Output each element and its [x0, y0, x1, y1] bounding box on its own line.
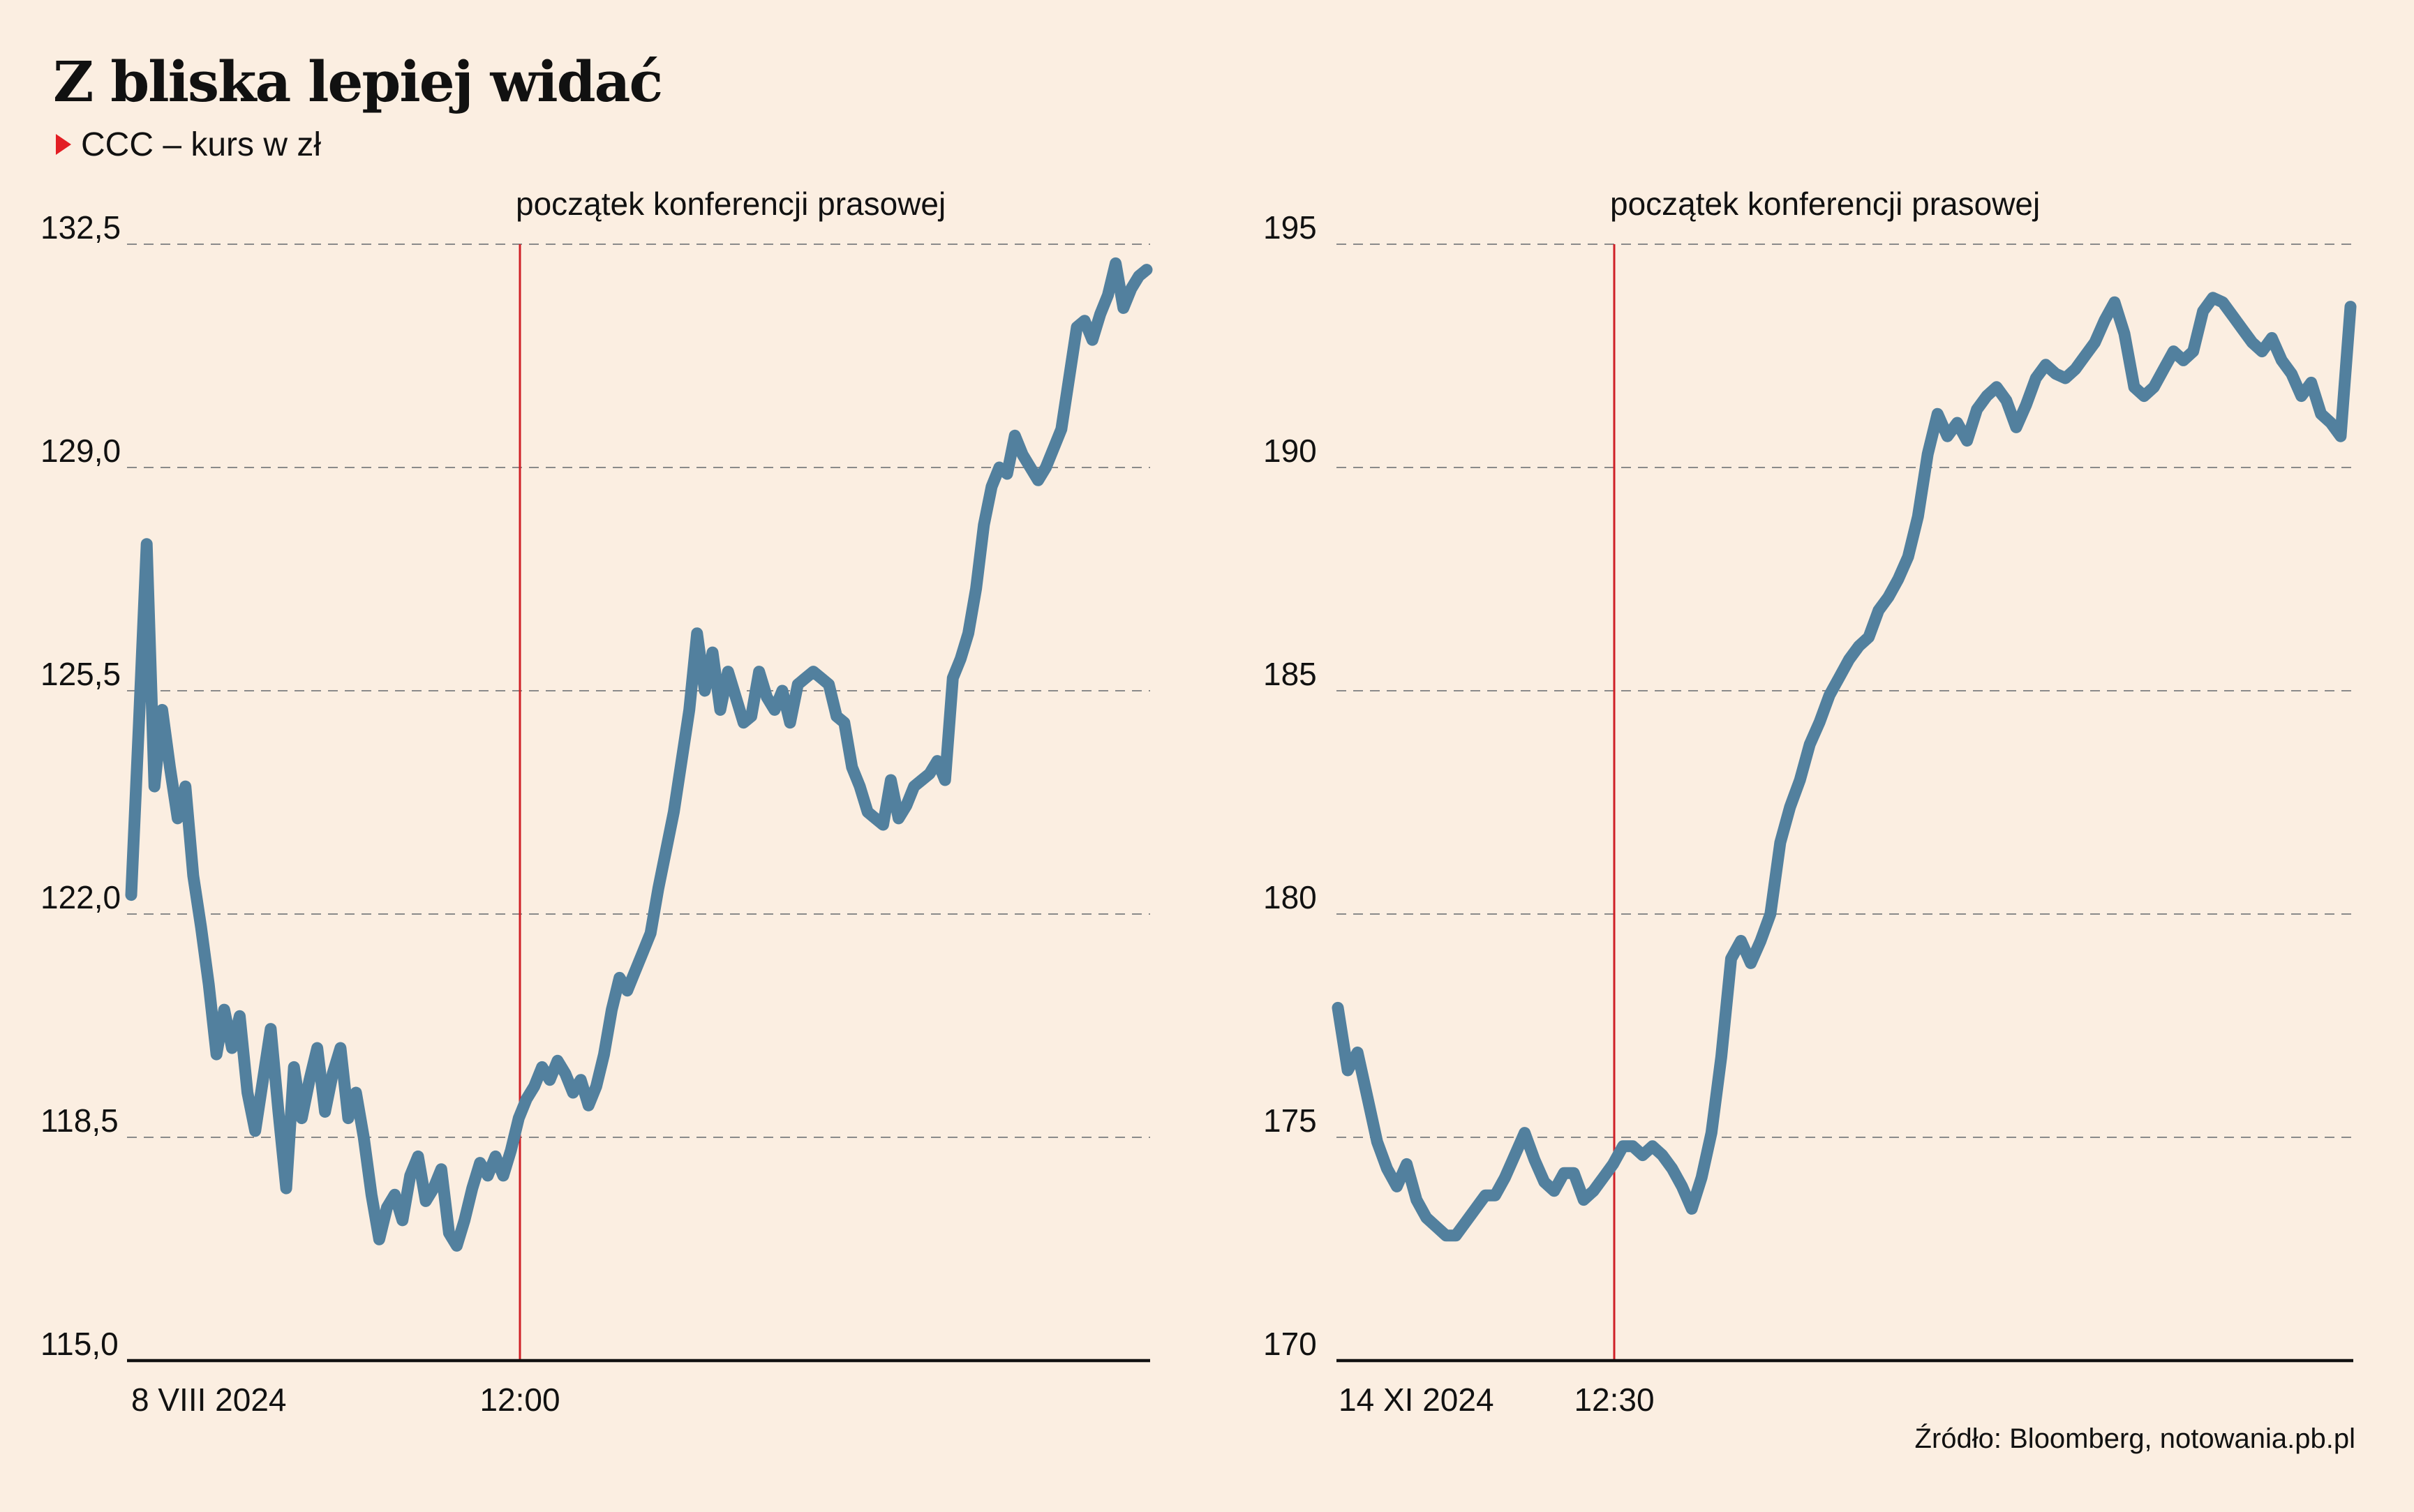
price-line: [1332, 292, 2357, 1242]
marker-annotation: początek konferencji prasowej: [1610, 186, 2040, 222]
y-tick-label: 132,5: [40, 209, 121, 246]
y-tick-label: 180: [1263, 879, 1317, 915]
y-tick-label: 190: [1263, 433, 1317, 469]
y-tick-label: 170: [1263, 1326, 1317, 1362]
x-tick-label: 8 VIII 2024: [131, 1382, 287, 1418]
y-tick-label: 115,0: [40, 1326, 119, 1362]
y-tick-label: 129,0: [40, 433, 121, 469]
y-tick-label: 122,0: [40, 879, 121, 915]
chart-subtitle: CCC – kurs w zł: [56, 126, 321, 164]
y-tick-label: 195: [1263, 209, 1317, 246]
y-tick-label: 175: [1263, 1102, 1317, 1139]
red-triangle-icon: [56, 134, 71, 155]
chart-title: Z bliska lepiej widać: [53, 49, 663, 114]
x-tick-label: 14 XI 2024: [1339, 1382, 1494, 1418]
x-tick-label: 12:30: [1574, 1382, 1654, 1418]
subtitle-text: CCC – kurs w zł: [81, 126, 322, 163]
y-tick-label: 185: [1263, 656, 1317, 692]
chart-panel-august: 132,5 129,0 125,5 122,0 118,5 115,0 początek k…: [40, 186, 1153, 1418]
marker-annotation: początek konferencji prasowej: [516, 186, 946, 222]
source-note: Źródło: Bloomberg, notowania.pb.pl: [1914, 1423, 2355, 1454]
y-tick-label: 125,5: [40, 656, 121, 692]
chart-panel-november: 195 190 185 180 175 170 początek konferencji p…: [1263, 186, 2357, 1418]
price-line: [125, 257, 1153, 1252]
x-tick-label: 12:00: [479, 1382, 560, 1418]
y-tick-label: 118,5: [40, 1102, 119, 1139]
